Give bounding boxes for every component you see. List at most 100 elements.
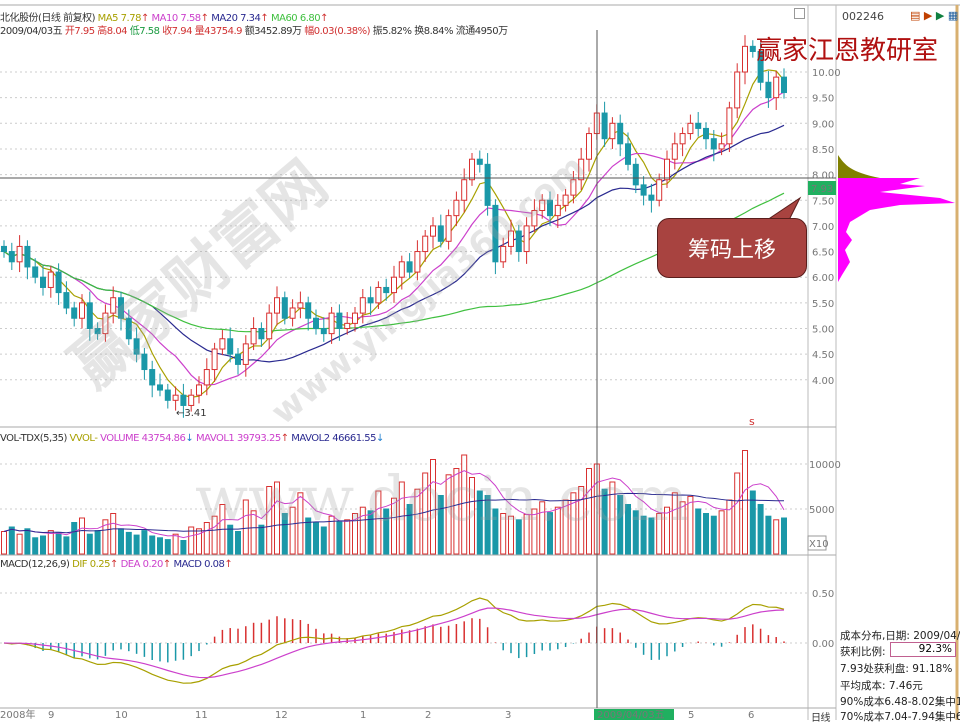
quote-line: 2009/04/03五 开7.95 高8.04 低7.58 收7.94 量437… [0, 22, 508, 37]
candle-body [617, 122, 624, 145]
volume-bar [359, 506, 366, 555]
axes: 10.009.509.008.508.007.507.006.506.005.5… [0, 68, 841, 720]
volume-bar [710, 515, 717, 555]
volume-bar [749, 490, 756, 555]
candle-body [539, 199, 546, 212]
vol-name: VOL-TDX(5,35) [0, 433, 67, 444]
stock-name: 北化股份(日线 前复权) [0, 13, 95, 24]
volume-bar [102, 519, 109, 555]
candle-body [500, 245, 507, 263]
chip-distribution [838, 155, 955, 282]
volume-bar [781, 517, 787, 555]
window-button[interactable] [794, 8, 805, 19]
x-tick: 1 [360, 710, 366, 720]
volume-bar [180, 540, 187, 555]
candles [1, 35, 787, 418]
volume-bar [578, 486, 585, 555]
volume-bar [554, 506, 561, 555]
candle-body [437, 225, 444, 242]
candle-body [609, 122, 616, 140]
volume-bar [63, 536, 70, 555]
s-marker: s [749, 415, 755, 428]
volume-bar [328, 515, 335, 555]
volume-bar [664, 506, 670, 555]
candle-body [601, 112, 608, 140]
candle-body [461, 179, 468, 201]
candle-body [508, 230, 514, 247]
chips-profit [838, 155, 880, 178]
volume-bar [211, 515, 218, 555]
candle-body [406, 261, 413, 273]
volume-bar [437, 495, 444, 555]
candle-body [531, 210, 538, 227]
profit-ratio-value: 92.3% [890, 642, 956, 657]
volume-bar [484, 495, 491, 555]
volume-bar [469, 477, 475, 555]
annotation-bubble: 筹码上移 [657, 218, 807, 278]
candle-body [180, 394, 187, 406]
price-tick: 6.50 [812, 248, 834, 259]
ma20-label: MA20 7.34 [211, 13, 261, 24]
volume-bar [289, 506, 296, 555]
volume-bar [383, 508, 390, 555]
volume-bar [398, 481, 405, 555]
candle-body [757, 50, 764, 83]
candle-body [484, 163, 491, 206]
volume-bar [492, 508, 499, 555]
candle-body [391, 276, 397, 294]
volume-bar [164, 539, 171, 555]
volume-bar [570, 492, 577, 555]
candle-body [570, 179, 577, 196]
candle-body [656, 179, 663, 201]
macd-header: MACD(12,26,9) DIF 0.25↑ DEA 0.20↑ MACD 0… [0, 559, 233, 570]
price-tick: 10.00 [812, 68, 841, 79]
volume-bar [539, 501, 546, 555]
volume-bar [125, 531, 132, 555]
price-tick: 7.00 [812, 222, 834, 233]
volume-bar [141, 530, 148, 555]
cost-date: 成本分布,日期: 2009/04/03 [840, 630, 960, 642]
volume-bar [188, 526, 195, 555]
candle-body [632, 163, 639, 186]
candle-body [687, 122, 694, 135]
candle-body [305, 302, 312, 319]
period-button[interactable]: 日线 [811, 713, 831, 724]
volume-bar [391, 497, 397, 555]
candle-body [16, 245, 23, 263]
x-tick: 2 [425, 710, 431, 720]
candle-body [671, 143, 678, 160]
quote-change: 幅0.03(0.38%) [304, 26, 371, 37]
quote-turnover: 换8.84% [414, 26, 454, 37]
candle-body [734, 71, 741, 109]
cost-90: 90%成本6.48-8.02集中12.4 [840, 696, 960, 708]
candle-body [40, 276, 46, 288]
candle-body [118, 297, 124, 319]
candle-body [383, 286, 390, 294]
candle-body [422, 235, 429, 253]
volume-bar [461, 454, 468, 555]
volume-bar [32, 537, 39, 555]
candle-body [55, 271, 62, 294]
quote-open: 开7.95 [64, 26, 95, 37]
chips-loss [838, 178, 955, 282]
dea-line [3, 607, 785, 679]
candle-body [336, 312, 343, 329]
volume-bar [531, 508, 538, 555]
volume-bar [586, 468, 592, 555]
volume-bar [547, 512, 553, 555]
volume-bar [367, 510, 374, 555]
watermark-3: www.docin.com [195, 462, 689, 535]
candle-body [625, 143, 631, 165]
volume-bar [375, 490, 382, 555]
toolbar-icons[interactable]: ▤ ▶ ▶ ▦ [910, 9, 959, 22]
low-label: ←3.41 [176, 408, 207, 419]
candle-body [258, 328, 265, 340]
volume-bar [227, 524, 234, 555]
candle-body [227, 338, 234, 355]
price-tick: 5.00 [812, 325, 834, 336]
candle-body [313, 317, 319, 329]
x-tick: 3 [505, 710, 511, 720]
x-tick: 12 [275, 710, 288, 720]
volume-bar [16, 533, 23, 555]
